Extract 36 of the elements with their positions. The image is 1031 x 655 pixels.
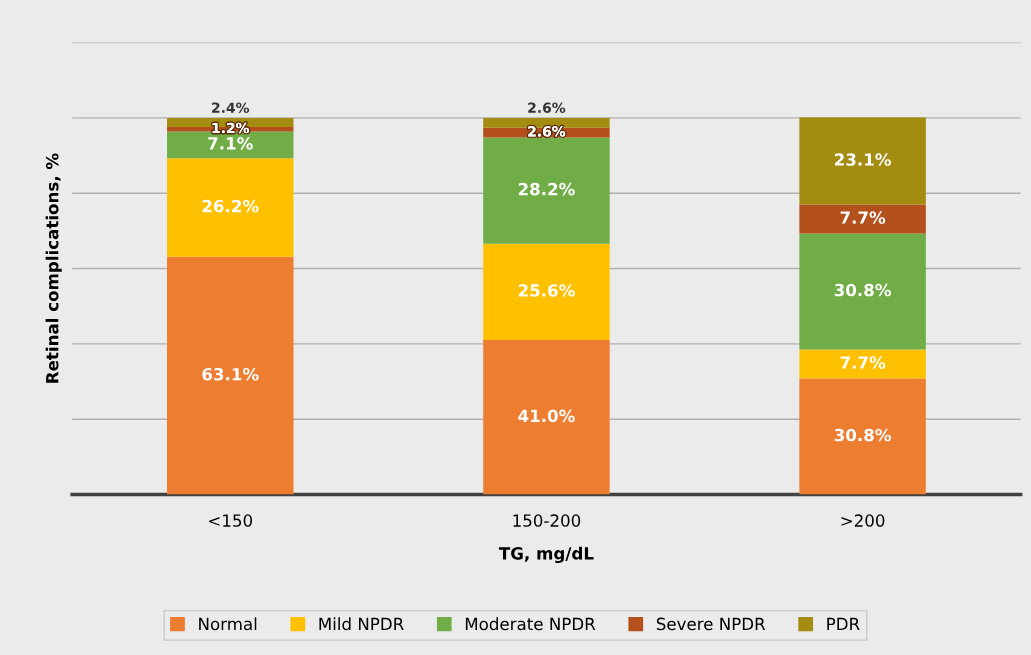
bar xyxy=(799,204,926,234)
data-label: 30.8% xyxy=(834,283,891,297)
bar xyxy=(799,378,926,495)
data-label: 26.2% xyxy=(202,199,259,213)
data-label: 7.7% xyxy=(840,211,886,224)
bar xyxy=(799,233,926,350)
data-label: 23.1% xyxy=(835,153,891,166)
legend-label: Severe NPDR xyxy=(656,617,766,631)
data-label: 2.6% xyxy=(528,102,566,113)
bar xyxy=(167,158,294,257)
data-label: 63.1% xyxy=(202,367,259,381)
legend-label: Mild NPDR xyxy=(319,617,404,631)
data-label: 28.2% xyxy=(518,182,575,196)
x-tick-label: <150 xyxy=(209,514,253,527)
legend-label: Normal xyxy=(199,617,257,631)
data-label: 7.1% xyxy=(208,137,253,150)
legend-label: Moderate NPDR xyxy=(465,617,596,631)
data-label: 41.0% xyxy=(518,409,575,423)
x-tick-label: 150-200 xyxy=(513,514,581,527)
bar xyxy=(483,137,610,244)
data-label: 2.4% xyxy=(212,102,250,113)
bar xyxy=(167,256,294,495)
x-axis-title: TG, mg/dL xyxy=(498,546,594,564)
bar xyxy=(483,243,610,341)
bar xyxy=(483,340,610,495)
data-label: 2.6% xyxy=(528,126,566,137)
data-label: 1.2% xyxy=(212,122,250,134)
y-axis-title: Retinal complications, % xyxy=(45,153,62,383)
bar xyxy=(483,117,610,128)
x-tick-label: >200 xyxy=(841,514,885,527)
data-label: 25.6% xyxy=(518,284,575,297)
legend-label: PDR xyxy=(827,617,860,630)
data-label: 30.8% xyxy=(834,428,891,442)
bar xyxy=(799,349,926,379)
bar xyxy=(799,117,926,205)
data-label: 7.7% xyxy=(840,356,886,369)
